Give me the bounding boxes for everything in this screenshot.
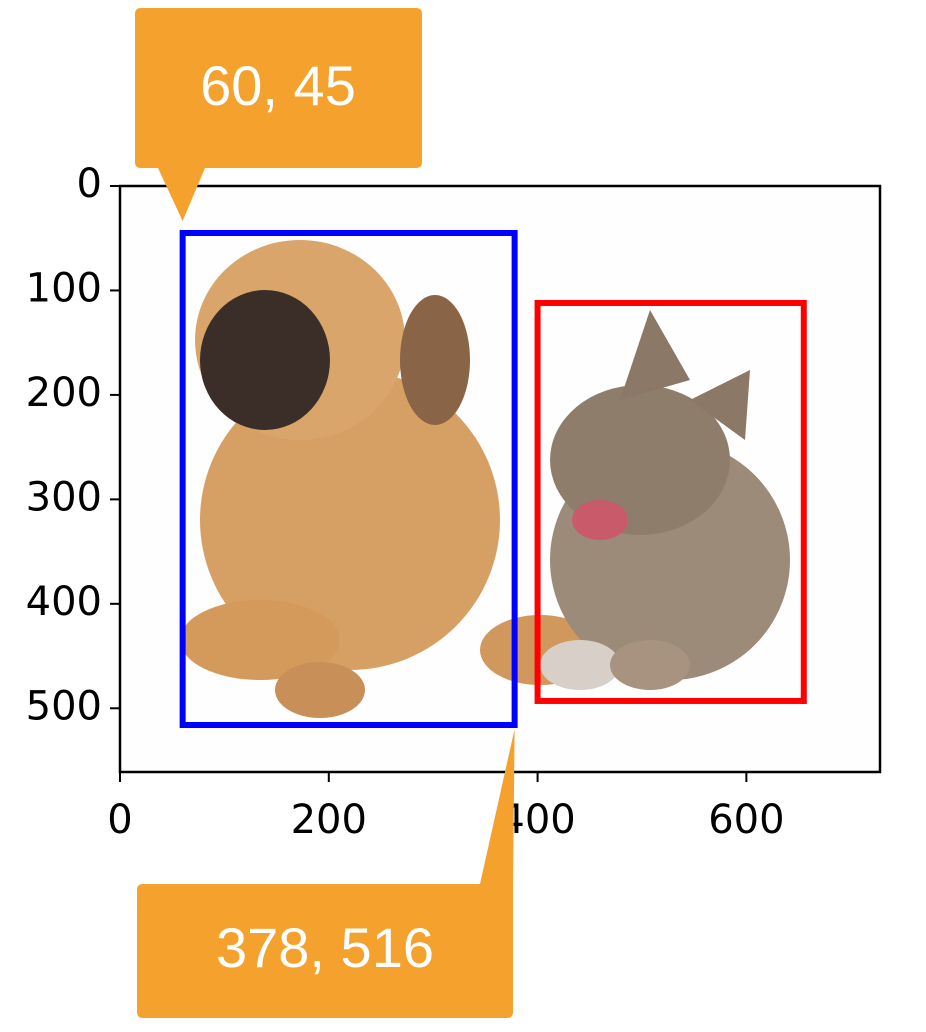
y-tick-label: 300 — [26, 474, 102, 520]
axes-frame — [118, 184, 882, 774]
callout-label: 378, 516 — [216, 916, 434, 979]
x-tick-label: 200 — [291, 797, 367, 843]
y-tick-label: 200 — [26, 370, 102, 416]
bounding-box — [534, 299, 807, 704]
y-tick-label: 100 — [26, 265, 102, 311]
photo — [120, 186, 880, 772]
callout-box — [135, 8, 422, 222]
y-tick-label: 500 — [26, 683, 102, 729]
callout-box — [137, 728, 515, 1018]
x-tick-label: 0 — [107, 797, 132, 843]
x-tick-label: 600 — [708, 797, 784, 843]
y-tick-label: 0 — [77, 161, 102, 207]
y-tick-label: 400 — [26, 579, 102, 625]
bounding-box — [179, 230, 518, 728]
callout-label: 60, 45 — [200, 54, 356, 117]
